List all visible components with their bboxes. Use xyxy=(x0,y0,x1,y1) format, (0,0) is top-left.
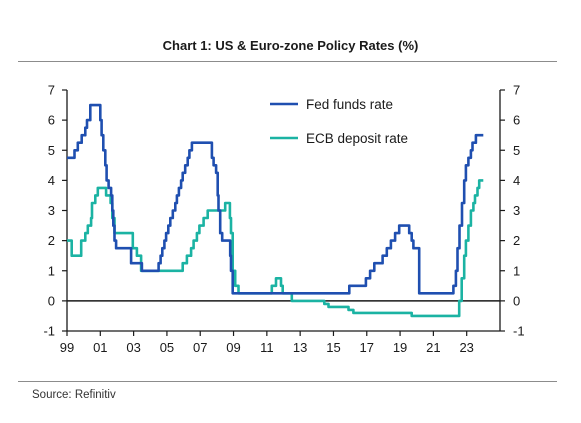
x-tick-label: 03 xyxy=(126,340,140,355)
source-note: Source: Refinitiv xyxy=(32,389,116,401)
series-line-ecb-deposit-rate xyxy=(67,179,484,318)
y-tick-label-left: 1 xyxy=(48,263,55,278)
bottom-rule xyxy=(18,381,557,382)
x-tick-label: 01 xyxy=(93,340,107,355)
series-line-fed-funds-rate xyxy=(67,103,484,295)
y-tick-label-right: 3 xyxy=(513,203,520,218)
x-tick-label: 09 xyxy=(226,340,240,355)
y-tick-label-right: 4 xyxy=(513,173,520,188)
x-tick-label: 11 xyxy=(260,340,274,355)
y-tick-label-left: -1 xyxy=(43,324,55,339)
y-tick-label-left: 2 xyxy=(48,233,55,248)
legend-label-fed-funds-rate: Fed funds rate xyxy=(306,97,393,112)
y-tick-label-left: 6 xyxy=(48,113,55,128)
x-tick-label: 21 xyxy=(426,340,440,355)
y-tick-label-left: 3 xyxy=(48,203,55,218)
x-tick-label: 99 xyxy=(60,340,74,355)
x-tick-label: 17 xyxy=(360,340,374,355)
y-tick-label-right: 1 xyxy=(513,263,520,278)
y-tick-label-right: 0 xyxy=(513,293,520,308)
legend-label-ecb-deposit-rate: ECB deposit rate xyxy=(306,131,408,146)
y-tick-label-right: -1 xyxy=(513,324,525,339)
y-tick-label-left: 0 xyxy=(48,293,55,308)
y-tick-label-right: 5 xyxy=(513,143,520,158)
x-tick-label: 05 xyxy=(160,340,174,355)
x-tick-label: 23 xyxy=(459,340,473,355)
y-tick-label-left: 4 xyxy=(48,173,55,188)
x-tick-label: 15 xyxy=(326,340,340,355)
top-rule xyxy=(18,61,557,62)
y-tick-label-right: 6 xyxy=(513,113,520,128)
chart-title: Chart 1: US & Euro-zone Policy Rates (%) xyxy=(162,38,419,53)
x-tick-label: 19 xyxy=(393,340,407,355)
y-tick-label-left: 7 xyxy=(48,83,55,98)
y-tick-label-right: 2 xyxy=(513,233,520,248)
x-tick-label: 07 xyxy=(193,340,207,355)
y-tick-label-left: 5 xyxy=(48,143,55,158)
x-tick-label: 13 xyxy=(293,340,307,355)
y-tick-label-right: 7 xyxy=(513,83,520,98)
